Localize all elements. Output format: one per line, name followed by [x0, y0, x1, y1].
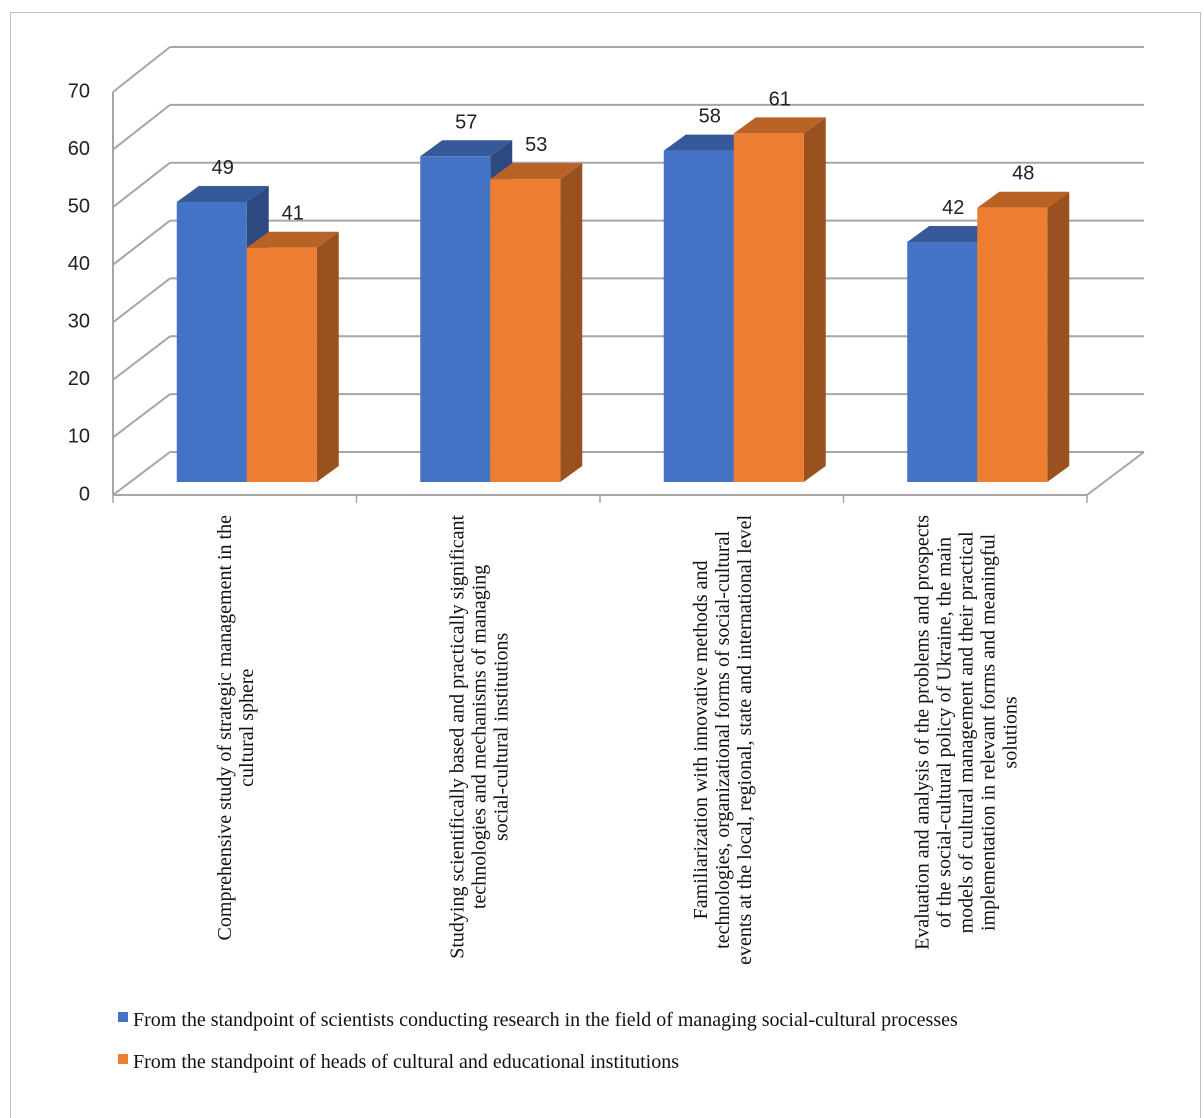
grid-line-side	[112, 335, 171, 381]
y-tick-label: 70	[68, 80, 90, 102]
grid-line-side	[112, 161, 171, 208]
x-tick-label-line: technologies, organizational forms of so…	[712, 531, 734, 949]
legend-label-line: From the standpoint of scientists conduc…	[133, 1009, 958, 1031]
grid-line-side	[112, 46, 171, 93]
grid-line-side	[112, 104, 171, 151]
x-tick-label-line: Comprehensive study of strategic managem…	[214, 515, 236, 941]
data-label: 53	[525, 134, 547, 156]
bar-side	[803, 117, 826, 482]
grid-line-side	[112, 451, 171, 496]
legend-label: From the standpoint of scientists conduc…	[133, 1009, 958, 1031]
data-label: 61	[769, 88, 791, 110]
x-tick-label-line: Familiarization with innovative methods …	[690, 561, 712, 920]
x-tick-label: Comprehensive study of strategic managem…	[214, 515, 258, 941]
bar-top	[733, 117, 826, 134]
bar-top	[176, 186, 269, 202]
y-tick-label: 40	[68, 253, 90, 275]
data-label: 49	[212, 157, 234, 179]
data-label: 58	[699, 106, 721, 128]
y-tick-label: 10	[68, 426, 90, 448]
y-tick-label: 60	[68, 138, 90, 160]
bar-top	[977, 191, 1070, 208]
bar	[420, 156, 491, 483]
x-tick-label: Familiarization with innovative methods …	[690, 515, 756, 965]
grid-line-side	[112, 219, 171, 266]
bar-group: 49 41	[176, 157, 339, 482]
x-tick-label-line: solutions	[999, 696, 1021, 768]
x-tick-label: Studying scientifically based and practi…	[446, 515, 512, 959]
x-tick-label-line: events at the local, regional, state and…	[734, 515, 756, 965]
x-tick-label-line: models of cultural management and their …	[955, 531, 977, 934]
grid-line-side	[112, 393, 171, 439]
bar	[907, 242, 978, 482]
bar-top	[490, 163, 583, 180]
data-label: 42	[942, 197, 964, 219]
y-tick-label: 0	[79, 483, 90, 505]
bar-group: 42 48	[907, 163, 1070, 482]
bar-side	[1047, 191, 1070, 482]
x-tick-label-line: social-cultural institutions	[490, 633, 512, 842]
legend-swatch	[118, 1012, 128, 1022]
x-tick-label-line: technologies and mechanisms of managing	[468, 565, 490, 909]
bar-top	[246, 231, 339, 248]
legend-label-line: From the standpoint of heads of cultural…	[133, 1051, 679, 1073]
data-label: 57	[455, 111, 477, 133]
legend-swatch	[118, 1054, 128, 1064]
bar-group: 58 61	[663, 88, 826, 483]
legend-label: From the standpoint of heads of cultural…	[133, 1051, 679, 1073]
floor-right	[1086, 451, 1145, 496]
bar-top	[907, 226, 1000, 242]
data-label: 48	[1012, 163, 1034, 185]
frame	[10, 12, 1201, 1118]
bar	[663, 150, 734, 483]
x-tick-label-line: cultural sphere	[236, 668, 258, 786]
bar-top	[420, 140, 513, 157]
data-label: 41	[282, 203, 304, 225]
bar-group: 57 53	[420, 111, 583, 483]
bar-side	[316, 231, 339, 482]
y-tick-label: 30	[68, 311, 90, 333]
bar	[733, 133, 804, 482]
bar	[977, 207, 1048, 482]
grid-line-side	[112, 277, 171, 324]
bar-side	[560, 163, 583, 482]
x-tick-label-line: implementation in relevant forms and mea…	[977, 533, 999, 931]
y-tick-label: 50	[68, 195, 90, 217]
x-tick-label-line: Studying scientifically based and practi…	[446, 515, 468, 959]
x-tick-label-line: of the social-cultural policy of Ukraine…	[933, 537, 955, 928]
x-tick-label: Evaluation and analysis of the problems …	[911, 515, 1021, 950]
x-tick-label-line: Evaluation and analysis of the problems …	[911, 515, 933, 950]
bar	[490, 179, 561, 482]
bar	[246, 247, 317, 482]
bar	[176, 202, 247, 482]
y-tick-label: 20	[68, 368, 90, 390]
bar-top	[663, 134, 756, 151]
